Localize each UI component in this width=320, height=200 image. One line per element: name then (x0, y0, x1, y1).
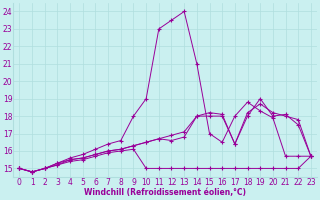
X-axis label: Windchill (Refroidissement éolien,°C): Windchill (Refroidissement éolien,°C) (84, 188, 246, 197)
